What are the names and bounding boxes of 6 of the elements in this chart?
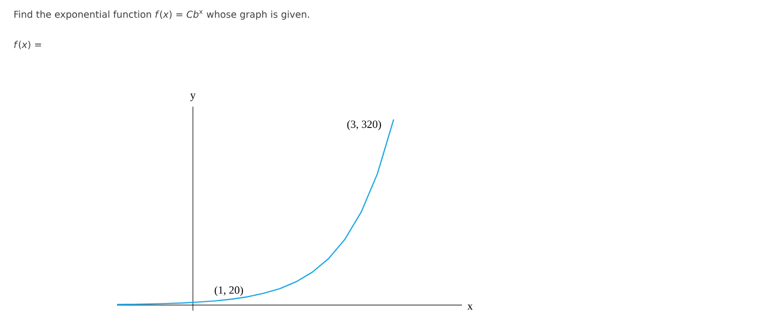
chart-title: Find the exponential function f(x) = Cb$^{x}$ whose graph is given. <box>14 10 309 20</box>
text: f(x) = <box>14 40 42 50</box>
annotation: (3, 320) <box>347 120 381 130</box>
annotation: (1, 20) <box>214 286 243 296</box>
text: x <box>467 304 473 310</box>
y-axis-title: y <box>190 94 196 102</box>
